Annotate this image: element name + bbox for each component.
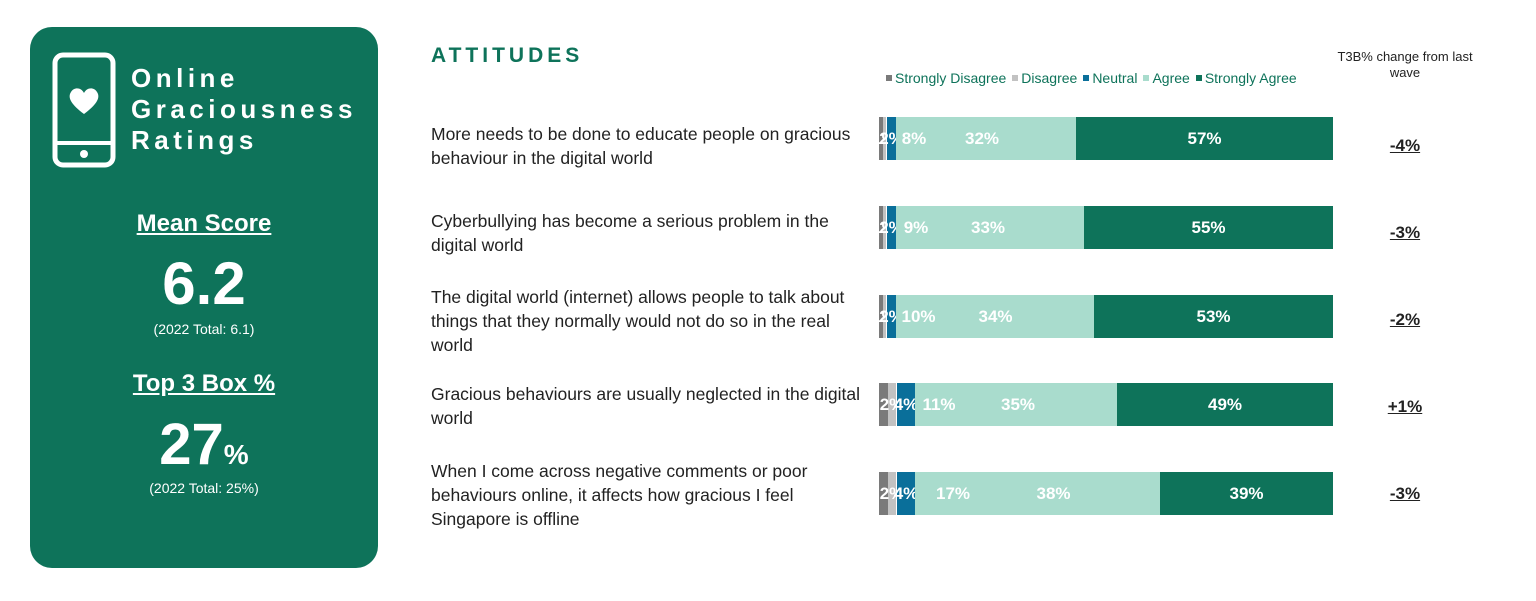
statement-label: Cyberbullying has become a serious probl… [431,211,829,255]
segment-label: 53% [1196,306,1231,326]
top3-box-value: 27% [30,416,378,474]
legend-swatch [1143,75,1150,81]
card-title-line: Ratings [131,125,258,155]
legend-swatch [1195,75,1202,81]
segment-label: 32% [964,128,1000,148]
segment-label: 33% [970,217,1006,237]
segment-label: 55% [1191,217,1226,237]
top3-box-unit: % [223,439,249,470]
bar-segment: 8% [896,117,932,160]
legend-item: Neutral [1083,70,1137,86]
bar-segment: 10% [896,295,941,338]
bar-segment: 34% [941,295,1094,338]
statement-label: When I come across negative comments or … [431,461,808,529]
segment-label: 4% [893,483,919,503]
bar-segment: 39% [1160,472,1333,515]
segment-label: 8% [901,128,927,148]
top3-box-number: 27 [159,412,224,477]
segment-label: 10% [901,306,936,326]
t3b-change-value: -2% [1389,310,1421,329]
segment-label: 57% [1187,128,1222,148]
bar-segment: 32% [932,117,1076,160]
card-title-line: Graciousness [131,94,357,124]
top3-box-note: (2022 Total: 25%) [149,480,259,496]
bar-row: 2% 4% 17% 38% 39% [879,472,1333,515]
statement-label: Gracious behaviours are usually neglecte… [431,384,861,428]
statement-label: More needs to be done to educate people … [431,124,851,168]
segment-label: 38% [1036,483,1071,503]
segment-label: 4% [893,394,919,414]
bar-segment [879,295,883,338]
bar-row: 1%2%9%33%55% [879,206,1333,249]
bar-row: 2% 4% 11% 35% 49% [879,383,1333,426]
t3b-change-value: -3% [1389,223,1421,242]
bar-segment: 17% [915,472,991,515]
bar-row: 1%2%10%34%53% [879,295,1333,338]
chart-legend: Strongly Disagree Disagree Neutral Agree Str… [886,70,1297,86]
legend-swatch [1083,75,1090,81]
legend-label: Strongly Disagree [895,70,1007,86]
segment-label: 49% [1207,394,1243,414]
legend-label: Strongly Agree [1204,70,1297,86]
mean-score-note: (2022 Total: 6.1) [153,321,255,337]
legend-label: Disagree [1021,70,1078,86]
bar-segment [879,206,883,249]
rating-card: Online Graciousness Ratings Mean Score 6… [30,27,378,568]
bar-segment: 33% [936,206,1084,249]
legend-item: Strongly Disagree [886,70,1006,86]
bar-segment [879,472,888,515]
change-column-header: T3B% change from last wave [1337,49,1473,80]
chart-title: ATTITUDES [431,44,584,67]
bar-segment: 35% [963,383,1117,426]
bar-segment [879,117,883,160]
t3b-change-value: -4% [1389,136,1421,155]
bar-segment: 2% [879,206,904,249]
segment-label: 35% [1000,394,1036,414]
bar-segment: 4% [894,383,918,426]
legend-item: Strongly Agree [1195,70,1297,86]
statement-label: The digital world (internet) allows peop… [431,287,845,355]
bar-segment: 2% [879,117,904,160]
bar-segment: 2% [879,295,904,338]
t3b-change-value: +1% [1387,397,1423,416]
bar-segment: 53% [1094,295,1333,338]
t3b-change-value: -3% [1389,484,1421,503]
legend-label: Neutral [1092,70,1138,86]
bar-segment: 57% [1076,117,1333,160]
card-title: Online Graciousness Ratings [131,63,357,156]
bar-segment: 9% [896,206,936,249]
bar-segment: 38% [991,472,1160,515]
bar-segment: 55% [1084,206,1333,249]
bar-segment: 11% [915,383,963,426]
legend-item: Disagree [1012,70,1077,86]
legend-swatch [886,75,892,81]
segment-label: 39% [1229,483,1264,503]
bar-segment [879,383,888,426]
segment-label: 11% [922,394,956,414]
mean-score-label: Mean Score [136,210,272,237]
segment-label: 34% [978,306,1013,326]
legend-label: Agree [1152,70,1190,86]
legend-swatch [1012,75,1019,81]
card-title-line: Online [131,63,239,93]
smartphone-heart-icon [52,52,116,168]
bar-segment: 49% [1117,383,1333,426]
mean-score-value: 6.2 [162,250,246,317]
bar-row: 1%2%8%32%57% [879,117,1333,160]
segment-label: 9% [903,217,929,237]
segment-label: 17% [935,483,971,503]
top3-box-label: Top 3 Box % [132,370,276,397]
bar-segment: 4% [894,472,918,515]
legend-item: Agree [1143,70,1190,86]
